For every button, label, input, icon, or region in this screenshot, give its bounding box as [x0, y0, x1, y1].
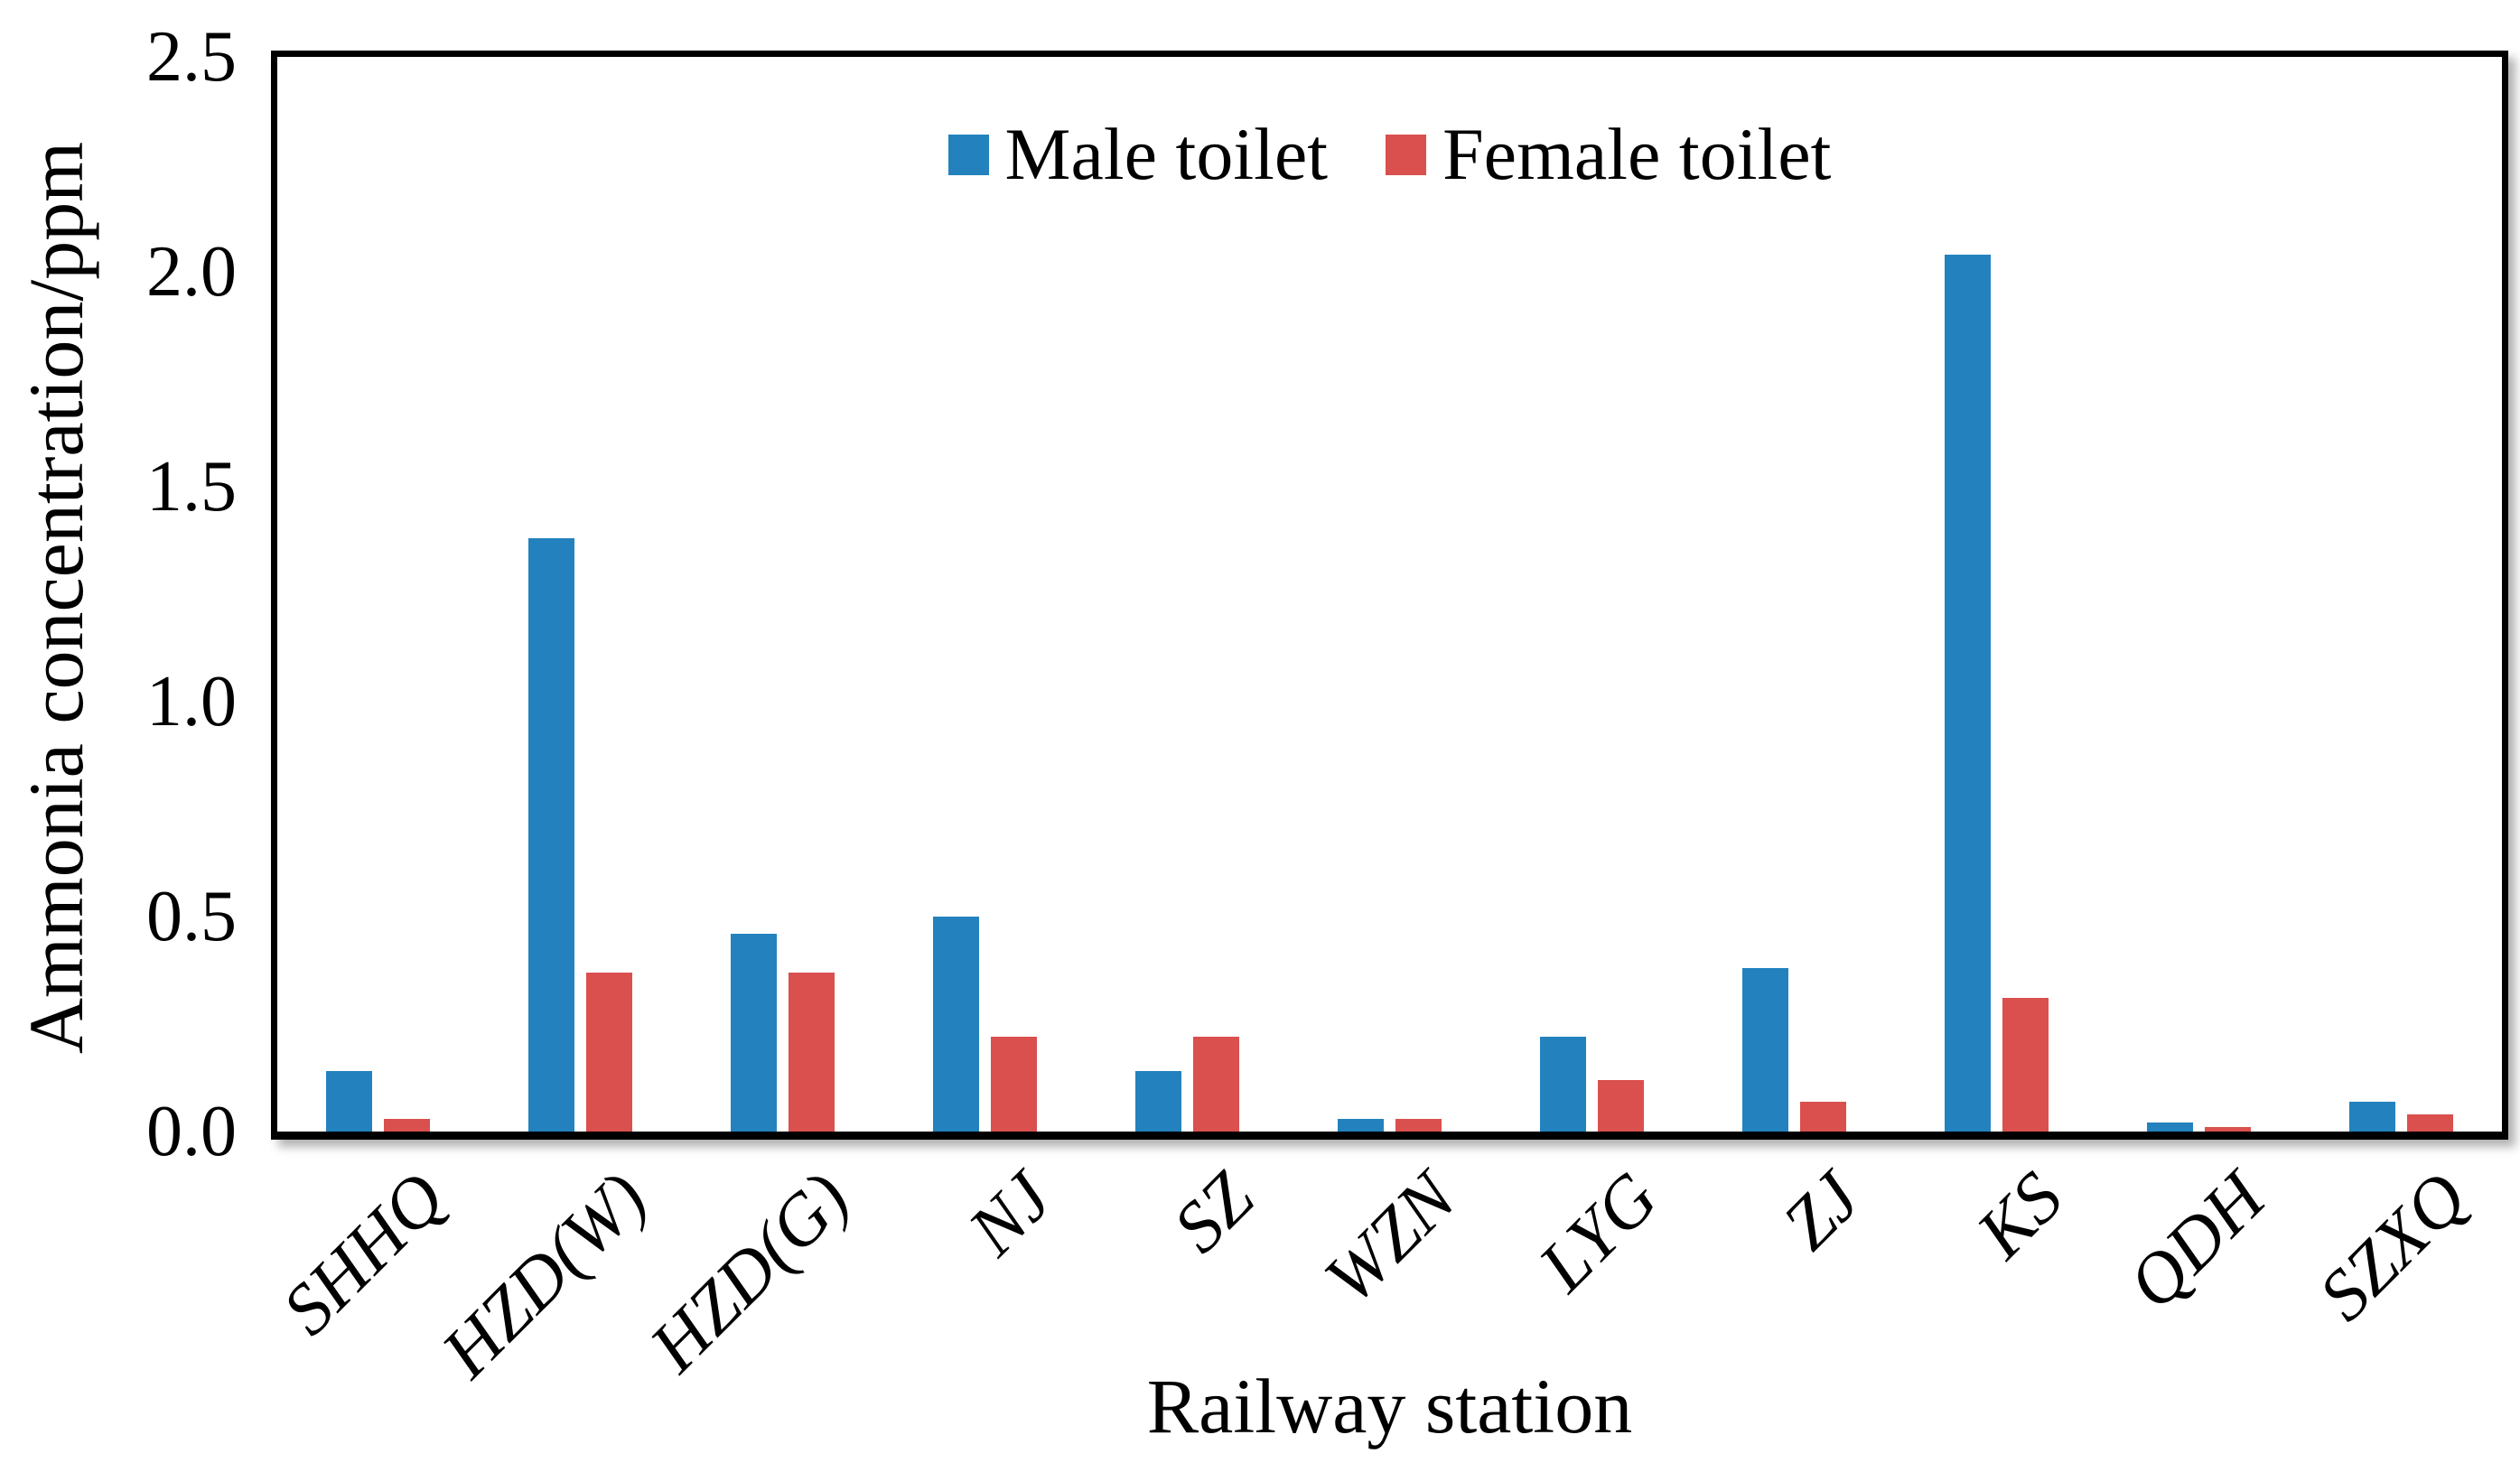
- bar-female-toilet-HZD(W): [586, 972, 633, 1132]
- bar-male-toilet-SZXQ: [2348, 1101, 2395, 1132]
- x-tick-label-SZ: SZ: [1158, 1157, 1269, 1268]
- legend-label-male-toilet: Male toilet: [1004, 113, 1329, 195]
- bar-group-WZN: [1289, 57, 1491, 1132]
- bar-female-toilet-KS: [2002, 998, 2049, 1132]
- x-tick-label-HZD(W): HZD(W): [426, 1157, 662, 1393]
- bar-female-toilet-LYG: [1597, 1079, 1644, 1132]
- x-tick-label-HZD(G): HZD(G): [634, 1157, 864, 1387]
- y-tick-label: 1.0: [146, 662, 237, 741]
- bar-group-SZXQ: [2300, 57, 2502, 1132]
- y-tick-label: 2.0: [146, 232, 237, 312]
- y-tick-label: 0.5: [146, 877, 237, 956]
- bar-female-toilet-QDH: [2204, 1127, 2251, 1132]
- female-toilet-swatch-icon: [1386, 134, 1427, 175]
- bar-group-NJ: [884, 57, 1087, 1132]
- plot-area: [271, 51, 2508, 1140]
- bar-female-toilet-NJ: [991, 1037, 1038, 1132]
- legend-item-male-toilet: Male toilet: [947, 113, 1329, 195]
- male-toilet-swatch-icon: [947, 134, 989, 175]
- x-tick-label-NJ: NJ: [953, 1157, 1067, 1271]
- bar-female-toilet-SZ: [1193, 1037, 1240, 1132]
- legend-item-female-toilet: Female toilet: [1386, 114, 1831, 195]
- bar-male-toilet-KS: [1944, 254, 1991, 1132]
- y-tick-label: 2.5: [146, 17, 237, 97]
- legend-label-female-toilet: Female toilet: [1442, 113, 1832, 195]
- bar-male-toilet-QDH: [2146, 1123, 2193, 1132]
- bar-female-toilet-ZJ: [1799, 1101, 1846, 1132]
- x-tick-label-QDH: QDH: [2113, 1157, 2281, 1325]
- y-axis-title: Ammonia concentration/ppm: [13, 141, 99, 1055]
- x-tick-label-SZXQ: SZXQ: [2303, 1157, 2483, 1337]
- bar-male-toilet-SHHQ: [326, 1071, 373, 1132]
- bar-male-toilet-HZD(G): [731, 934, 778, 1132]
- bar-group-HZD(W): [480, 57, 682, 1132]
- x-tick-label-KS: KS: [1962, 1157, 2078, 1274]
- y-tick-label: 1.5: [146, 447, 237, 526]
- bar-male-toilet-ZJ: [1741, 968, 1788, 1132]
- bar-female-toilet-WZN: [1395, 1118, 1442, 1132]
- x-tick-label-ZJ: ZJ: [1768, 1157, 1876, 1265]
- x-tick-label-LYG: LYG: [1524, 1157, 1674, 1307]
- bar-group-KS: [1895, 57, 2097, 1132]
- bars-container: [277, 57, 2502, 1132]
- bar-group-SHHQ: [277, 57, 480, 1132]
- bar-group-QDH: [2097, 57, 2300, 1132]
- bar-male-toilet-SZ: [1135, 1071, 1182, 1132]
- x-tick-label-WZN: WZN: [1310, 1157, 1471, 1319]
- bar-male-toilet-LYG: [1539, 1037, 1586, 1132]
- bar-male-toilet-WZN: [1337, 1118, 1384, 1132]
- bar-female-toilet-HZD(G): [789, 972, 835, 1132]
- x-tick-label-SHHQ: SHHQ: [267, 1157, 461, 1350]
- y-tick-label: 0.0: [146, 1092, 237, 1171]
- x-axis-title: Railway station: [1146, 1363, 1633, 1449]
- bar-group-SZ: [1087, 57, 1289, 1132]
- bar-male-toilet-NJ: [933, 917, 980, 1132]
- bar-male-toilet-HZD(W): [528, 538, 575, 1132]
- legend: Male toilet Female toilet: [277, 114, 2502, 195]
- bar-group-ZJ: [1693, 57, 1895, 1132]
- bar-group-HZD(G): [682, 57, 884, 1132]
- bar-female-toilet-SHHQ: [384, 1118, 431, 1132]
- bar-group-LYG: [1490, 57, 1693, 1132]
- bar-female-toilet-SZXQ: [2406, 1113, 2453, 1132]
